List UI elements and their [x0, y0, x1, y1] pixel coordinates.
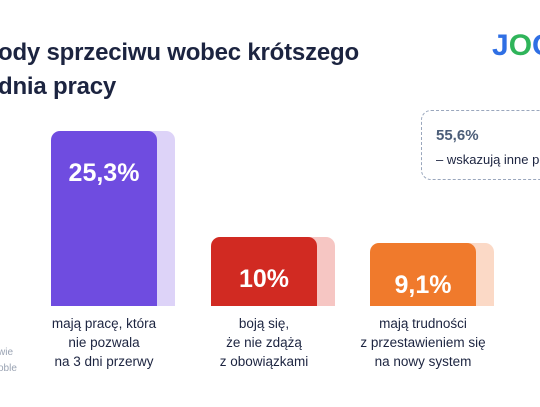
category-label-line: mają trudności [379, 316, 467, 331]
other-answers-callout: 55,6% – wskazują inne po [421, 110, 540, 180]
title-line-2: dnia pracy [0, 73, 117, 100]
bar-category-label-2: boją się, że nie zdążą z obowiązkami [184, 314, 344, 371]
bar-category-label-3: mają trudności z przestawieniem się na now… [343, 314, 503, 371]
category-label-line: że nie zdążą [226, 335, 302, 350]
bar-3 [370, 243, 476, 306]
category-label-line: boją się, [238, 316, 290, 331]
callout-value: 55,6% [436, 127, 479, 144]
logo-letter-o1: O [508, 29, 533, 62]
category-label-line: mają pracę, która [51, 316, 157, 331]
category-label-line: nie pozwala [68, 335, 140, 350]
category-label-line: z obowiązkami [219, 354, 309, 369]
bar-value-label-2: 10% [238, 264, 290, 293]
bar-2 [211, 236, 317, 306]
category-label-line: na 3 dni przerwy [54, 354, 154, 369]
brand-logo: JOO [492, 30, 540, 62]
bar-category-label-1: mają pracę, która nie pozwala na 3 dni prz… [24, 314, 184, 371]
bar-value-label-3: 9,1% [394, 271, 452, 300]
category-label-line: z przestawieniem się [360, 335, 486, 350]
chart-title: ody sprzeciwu wobec krótszego dnia pracy [0, 36, 359, 104]
bar-value-label-1: 25,3% [68, 159, 140, 187]
logo-letter-o2: O [532, 29, 540, 62]
callout-text: – wskazują inne po [436, 152, 540, 167]
category-label-line: na nowy system [374, 354, 472, 369]
logo-letter-j: J [492, 29, 509, 62]
title-line-1: ody sprzeciwu wobec krótszego [0, 39, 359, 66]
bar-1 [51, 131, 157, 306]
source-line-1: wie [0, 347, 14, 358]
source-line-2: oble [0, 363, 17, 374]
source-note: wie oble [0, 345, 17, 377]
